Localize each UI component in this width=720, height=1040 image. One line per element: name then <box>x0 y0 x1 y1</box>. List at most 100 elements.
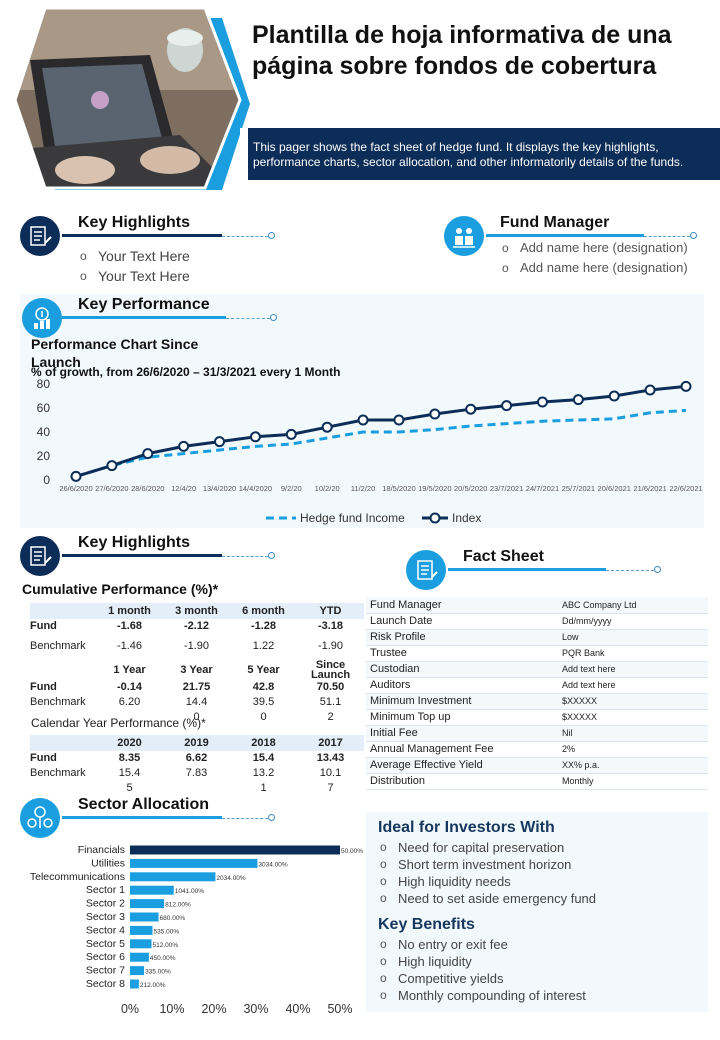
table-corner <box>30 603 96 619</box>
category-label: Sector 8 <box>86 978 125 990</box>
section-underline <box>62 554 222 557</box>
data-label: 512.00% <box>153 942 179 949</box>
column-header: 2018 <box>230 735 297 751</box>
fact-label: Distribution <box>366 773 558 790</box>
list-item: Your Text Here <box>78 266 278 286</box>
sector-bar <box>130 885 174 895</box>
index-point <box>393 414 405 426</box>
fact-sheet-title: Fact Sheet <box>463 548 544 565</box>
x-tick-label: 22/6/2021 <box>669 484 702 493</box>
x-tick-label: 12/4/20 <box>171 484 196 493</box>
section-underline <box>62 816 222 819</box>
section-dot <box>268 814 275 821</box>
chart-subtitle: % of growth, from 26/6/2020 – 31/3/2021 … <box>31 365 341 379</box>
list-item: Add name here (designation) <box>500 258 700 278</box>
fact-row: Fund Manager ABC Company Ltd <box>366 597 708 614</box>
intro-text: This pager shows the fact sheet of hedge… <box>253 140 684 169</box>
section-dot <box>268 232 275 239</box>
index-point <box>429 408 441 420</box>
fund-manager-list: Add name here (designation) Add name her… <box>500 238 700 278</box>
index-point <box>501 400 513 412</box>
fact-row: Minimum Investment $XXXXX <box>366 693 708 710</box>
sector-bar <box>130 899 165 909</box>
list-item: Need for capital preservation <box>378 839 598 856</box>
fact-value: $XXXXX <box>558 693 708 710</box>
sector-bar <box>130 925 153 935</box>
x-tick-label: 18/5/2020 <box>382 484 415 493</box>
sector-bar-chart: Financials 50.00% Utilities 3034.00% Telecom… <box>30 844 363 1016</box>
fact-row: Distribution Monthly <box>366 773 708 790</box>
fact-value: PQR Bank <box>558 645 708 662</box>
cell: 42.8 <box>252 681 275 693</box>
data-label: 3034.00% <box>258 861 287 868</box>
sector-bar <box>130 912 159 922</box>
fact-row: Launch Date Dd/mm/yyyy <box>366 613 708 630</box>
benefits-list: No entry or exit fee High liquidity Comp… <box>378 936 598 1004</box>
performance-panel <box>20 294 704 528</box>
series-line-index <box>75 384 687 478</box>
index-point <box>142 448 154 460</box>
cell: 5 <box>126 782 133 794</box>
fact-row: Custodian Add text here <box>366 661 708 678</box>
table-row: 0 0 2 <box>30 710 364 725</box>
data-label: 212.00% <box>140 982 166 989</box>
cell: -1.28 <box>250 620 277 632</box>
cell: -1.68 <box>116 620 143 632</box>
column-header: Since Launch <box>310 660 351 680</box>
list-item: Short term investment horizon <box>378 856 598 873</box>
section-dot <box>654 566 661 573</box>
cell: 21.75 <box>182 681 211 693</box>
cell: 14.4 <box>185 696 208 708</box>
cumulative-table-short: 1 month 3 month 6 month YTD Fund -1.68 -… <box>30 603 364 658</box>
x-tick-label: 26/6/2020 <box>59 484 92 493</box>
cumulative-title: Cumulative Performance (%)* <box>22 581 219 597</box>
index-point <box>536 396 548 408</box>
list-item: Competitive yields <box>378 970 598 987</box>
fact-row: Auditors Add text here <box>366 677 708 694</box>
sector-allocation-title: Sector Allocation <box>78 796 209 813</box>
cell: 2 <box>327 711 334 723</box>
table-corner <box>30 660 96 680</box>
fact-row: Risk Profile Low <box>366 629 708 646</box>
category-label: Sector 5 <box>86 938 125 950</box>
page-title: Plantilla de hoja informativa de una pág… <box>252 21 672 80</box>
performance-icon <box>22 298 62 338</box>
highlights-icon <box>20 536 60 576</box>
section-dot <box>270 314 277 321</box>
x-tick-label: 30% <box>243 1002 268 1016</box>
fact-label: Launch Date <box>366 613 558 630</box>
y-tick-label: 60 <box>37 401 51 415</box>
list-item: Need to set aside emergency fund <box>378 890 598 907</box>
fact-label: Risk Profile <box>366 629 558 646</box>
sector-bar <box>130 979 139 989</box>
index-point <box>70 470 82 482</box>
fact-value: $XXXXX <box>558 709 708 726</box>
y-tick-label: 80 <box>37 377 51 391</box>
fact-label: Average Effective Yield <box>366 757 558 774</box>
x-tick-label: 14/4/2020 <box>239 484 272 493</box>
fact-value: Add text here <box>558 661 708 678</box>
index-point <box>321 421 333 433</box>
section-underline <box>62 234 222 237</box>
intro-banner: This pager shows the fact sheet of hedge… <box>240 128 720 180</box>
index-point <box>178 440 190 452</box>
column-header: 2020 <box>96 735 163 751</box>
data-label: 1041.00% <box>175 888 204 895</box>
cell: 13.43 <box>316 752 345 764</box>
cell: 6.62 <box>185 752 208 764</box>
column-header: 1 Year <box>113 664 146 676</box>
legend-label: Hedge fund Income <box>300 511 405 525</box>
cell: 51.1 <box>319 696 342 708</box>
data-label: 680.00% <box>160 915 186 922</box>
sector-bar <box>130 858 258 868</box>
fact-row: Average Effective Yield XX% p.a. <box>366 757 708 774</box>
intro-accent-bar <box>240 128 248 180</box>
cell: 39.5 <box>252 696 275 708</box>
category-label: Sector 6 <box>86 951 125 963</box>
data-label: 535.00% <box>153 928 179 935</box>
cell: 8.35 <box>118 752 141 764</box>
y-tick-label: 20 <box>37 449 51 463</box>
table-row: Fund -1.68 -2.12 -1.28 -3.18 <box>30 619 364 634</box>
section-dash <box>606 570 654 571</box>
table-corner <box>30 735 96 751</box>
